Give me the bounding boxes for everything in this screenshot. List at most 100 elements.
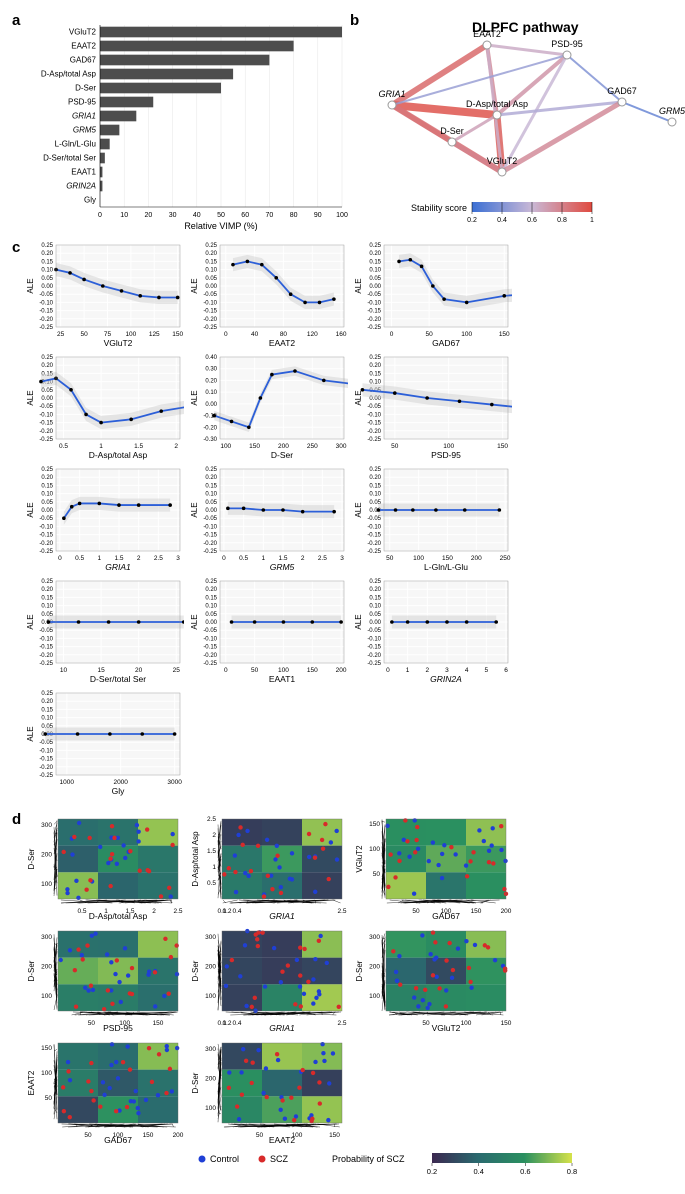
svg-text:0.00: 0.00: [369, 284, 381, 290]
svg-text:-0.20: -0.20: [203, 317, 217, 323]
svg-text:0.00: 0.00: [205, 508, 217, 514]
svg-text:50: 50: [412, 908, 420, 915]
svg-text:50: 50: [425, 331, 433, 338]
svg-text:ALE: ALE: [190, 502, 199, 517]
svg-text:L-Gln/L-Glu: L-Gln/L-Glu: [55, 139, 96, 148]
svg-text:D-Asp/total Asp: D-Asp/total Asp: [89, 911, 148, 921]
svg-text:GRIA1: GRIA1: [378, 89, 405, 99]
svg-text:GAD67: GAD67: [104, 1135, 132, 1145]
svg-text:EAAT2: EAAT2: [473, 29, 501, 39]
svg-text:PSD-95: PSD-95: [103, 1023, 133, 1033]
svg-text:-0.05: -0.05: [203, 292, 217, 298]
svg-text:Control: Control: [210, 1154, 239, 1164]
svg-text:0.20: 0.20: [41, 251, 53, 257]
svg-text:0.20: 0.20: [369, 251, 381, 257]
svg-text:0: 0: [58, 555, 62, 562]
svg-text:100: 100: [369, 993, 380, 1000]
svg-text:2.5: 2.5: [173, 908, 182, 915]
ale-plot-grm5: -0.25-0.20-0.15-0.10-0.050.000.050.100.1…: [188, 465, 348, 573]
svg-text:0.30: 0.30: [205, 367, 217, 373]
svg-text:0.10: 0.10: [41, 604, 53, 610]
svg-text:150: 150: [499, 331, 510, 338]
svg-text:6: 6: [504, 667, 508, 674]
svg-text:2.5: 2.5: [337, 908, 346, 915]
svg-text:-0.25: -0.25: [39, 437, 53, 443]
svg-text:0.05: 0.05: [205, 276, 217, 282]
svg-text:D-Asp/total Asp: D-Asp/total Asp: [191, 831, 200, 887]
svg-text:-0.15: -0.15: [367, 309, 381, 315]
svg-text:2: 2: [212, 832, 216, 839]
svg-text:0.10: 0.10: [369, 604, 381, 610]
svg-text:0: 0: [98, 212, 102, 219]
svg-text:0.20: 0.20: [205, 251, 217, 257]
svg-text:50: 50: [80, 331, 88, 338]
svg-text:0.2: 0.2: [467, 217, 477, 224]
svg-text:-0.25: -0.25: [39, 549, 53, 555]
svg-text:0.5: 0.5: [59, 443, 68, 450]
svg-text:GAD67: GAD67: [432, 338, 460, 348]
ale-plot-gria1: -0.25-0.20-0.15-0.10-0.050.000.050.100.1…: [24, 465, 184, 573]
svg-text:100: 100: [413, 555, 424, 562]
svg-text:-0.25: -0.25: [367, 325, 381, 331]
svg-text:EAAT1: EAAT1: [269, 674, 296, 684]
svg-text:0.25: 0.25: [369, 243, 381, 249]
panel-c-label: c: [12, 239, 20, 256]
svg-text:300: 300: [205, 1046, 216, 1053]
svg-text:150: 150: [143, 1132, 154, 1139]
svg-text:-0.20: -0.20: [203, 541, 217, 547]
svg-text:60: 60: [241, 212, 249, 219]
svg-text:D-Ser: D-Ser: [191, 1072, 200, 1093]
svg-text:250: 250: [307, 443, 318, 450]
svg-text:0.20: 0.20: [369, 363, 381, 369]
svg-text:1.5: 1.5: [134, 443, 143, 450]
svg-text:0.05: 0.05: [41, 276, 53, 282]
svg-text:-0.15: -0.15: [203, 533, 217, 539]
svg-text:0.6: 0.6: [527, 217, 537, 224]
svg-text:3: 3: [340, 555, 344, 562]
panel-d-label: d: [12, 811, 21, 828]
svg-text:0.20: 0.20: [369, 475, 381, 481]
svg-text:GRM5: GRM5: [270, 562, 295, 572]
svg-text:-0.10: -0.10: [203, 636, 217, 642]
svg-text:-0.15: -0.15: [367, 645, 381, 651]
heatmap-psd-95: 50100150100200300D-SerPSD-95: [24, 925, 184, 1033]
svg-text:200: 200: [41, 852, 52, 859]
svg-text:50: 50: [386, 555, 394, 562]
svg-text:0.10: 0.10: [41, 716, 53, 722]
svg-text:Probability of SCZ: Probability of SCZ: [332, 1154, 405, 1164]
svg-text:50: 50: [373, 871, 381, 878]
svg-text:200: 200: [471, 555, 482, 562]
svg-text:0.05: 0.05: [41, 500, 53, 506]
svg-text:0.5: 0.5: [75, 555, 84, 562]
svg-text:VGluT2: VGluT2: [69, 27, 97, 36]
ale-plot-grin2a: -0.25-0.20-0.15-0.10-0.050.000.050.100.1…: [352, 577, 512, 685]
svg-text:EAAT1: EAAT1: [71, 167, 96, 176]
svg-text:-0.10: -0.10: [367, 412, 381, 418]
svg-text:0.2: 0.2: [222, 908, 231, 915]
svg-text:ALE: ALE: [354, 502, 363, 517]
svg-text:-0.20: -0.20: [367, 429, 381, 435]
svg-text:GRIA1: GRIA1: [269, 911, 295, 921]
ale-plot-psd-95: -0.25-0.20-0.15-0.10-0.050.000.050.100.1…: [352, 353, 512, 461]
panel-a-label: a: [12, 12, 20, 29]
heatmap-gria1: 0.10.20.42.50.511.522.5D-Asp/total AspGR…: [188, 813, 348, 921]
svg-text:0.25: 0.25: [41, 691, 53, 697]
svg-text:D-Ser: D-Ser: [271, 450, 293, 460]
svg-text:D-Ser: D-Ser: [27, 960, 36, 981]
svg-text:-0.15: -0.15: [39, 645, 53, 651]
svg-text:0.4: 0.4: [497, 217, 507, 224]
svg-text:0.6: 0.6: [520, 1167, 530, 1176]
heatmap-gad67: 5010015020050100150VGluT2GAD67: [352, 813, 512, 921]
svg-text:300: 300: [336, 443, 347, 450]
svg-text:100: 100: [461, 1020, 472, 1027]
svg-text:0.15: 0.15: [41, 595, 53, 601]
svg-text:0.20: 0.20: [41, 475, 53, 481]
ale-plot-vglut2: -0.25-0.20-0.15-0.10-0.050.000.050.100.1…: [24, 241, 184, 349]
svg-text:-0.10: -0.10: [39, 412, 53, 418]
svg-text:0.20: 0.20: [369, 587, 381, 593]
svg-text:0: 0: [224, 331, 228, 338]
svg-text:0.00: 0.00: [205, 402, 217, 408]
svg-text:D-Ser/total Ser: D-Ser/total Ser: [90, 674, 146, 684]
svg-text:-0.20: -0.20: [39, 541, 53, 547]
ale-plot-d-ser: -0.30-0.20-0.100.000.100.200.300.4010015…: [188, 353, 348, 461]
